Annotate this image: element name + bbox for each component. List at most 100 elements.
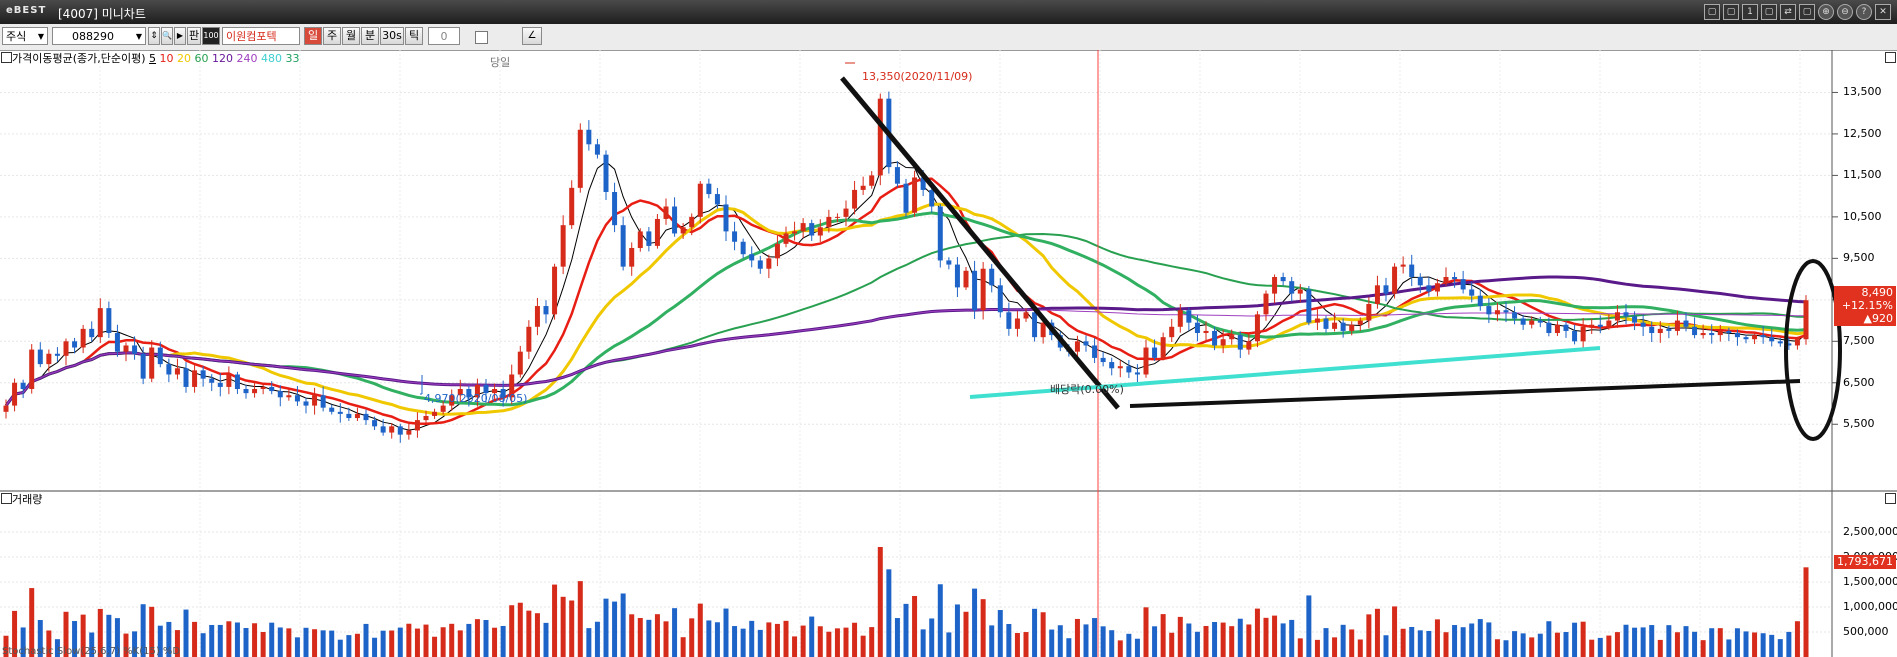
candle-body	[1366, 303, 1372, 321]
candle-body	[397, 426, 403, 435]
volume-bar	[843, 627, 849, 657]
candle-body	[714, 194, 720, 205]
candle-body	[389, 426, 395, 433]
zoom-out-icon[interactable]: ⊖	[1837, 4, 1853, 20]
volume-bar	[603, 598, 609, 657]
volume-bar	[1177, 616, 1183, 657]
volume-bar	[1717, 628, 1723, 657]
candle-body	[1272, 277, 1278, 294]
volume-bar	[1057, 625, 1063, 657]
print-icon[interactable]: ▢	[1799, 4, 1815, 20]
volume-bar	[654, 614, 660, 657]
volume-bar	[1083, 624, 1089, 657]
volume-bar	[869, 627, 875, 657]
stock-code-input[interactable]: 088290 ▼	[52, 27, 146, 45]
candle-body	[1443, 277, 1449, 284]
volume-bar	[989, 625, 995, 657]
change-amount: ▲920	[1863, 312, 1893, 325]
ma-period-480[interactable]: 480	[257, 52, 283, 65]
candle-body	[260, 386, 266, 390]
candle-body	[1580, 326, 1586, 342]
volume-bar	[526, 610, 532, 657]
volume-bar	[1383, 635, 1389, 657]
ma-period-10[interactable]: 10	[156, 52, 174, 65]
one-icon[interactable]: 1	[1742, 4, 1758, 20]
help-icon[interactable]: ?	[1856, 4, 1872, 20]
volume-bar	[440, 627, 446, 657]
search-icon[interactable]: 🔍	[161, 27, 173, 45]
volume-bar	[1246, 624, 1252, 657]
volume-bar	[586, 628, 592, 657]
volume-bar	[72, 621, 78, 657]
close-icon[interactable]: ✕	[1875, 4, 1891, 20]
ma-period-5[interactable]: 5	[149, 52, 157, 65]
candle-body	[1246, 341, 1252, 350]
play-icon[interactable]: ▶	[174, 27, 186, 45]
draw-tool-icon[interactable]: ∠	[522, 27, 542, 45]
volume-bar	[1572, 622, 1578, 657]
candle-body	[1177, 310, 1183, 327]
ma-panel-icon[interactable]	[1, 52, 12, 63]
candle-body	[1014, 318, 1020, 329]
volume-bar	[1297, 638, 1303, 657]
period-day-button[interactable]: 일	[304, 27, 322, 45]
candle-body	[946, 260, 952, 265]
candle-body	[1280, 277, 1286, 282]
candle-body	[749, 254, 755, 261]
restore-icon[interactable]: ▢	[1704, 4, 1720, 20]
candle-body	[552, 266, 558, 315]
ma-period-33[interactable]: 33	[282, 52, 300, 65]
interval-input[interactable]: 0	[428, 27, 460, 45]
volume-panel-settings-icon[interactable]	[1885, 493, 1896, 504]
candle-body	[1374, 285, 1380, 304]
price-panel-settings-icon[interactable]	[1885, 52, 1896, 63]
candle-body	[697, 183, 703, 217]
period-minute-button[interactable]: 분	[361, 27, 379, 45]
period-month-button[interactable]: 월	[342, 27, 360, 45]
volume-bar	[269, 622, 275, 657]
tile-icon[interactable]: ▢	[1723, 4, 1739, 20]
ma-period-240[interactable]: 240	[233, 52, 258, 65]
updown-icon[interactable]: ⇕	[148, 27, 160, 45]
volume-bar	[1666, 625, 1672, 657]
volume-bar	[766, 622, 772, 657]
period-tick-button[interactable]: 틱	[405, 27, 423, 45]
candle-body	[594, 144, 600, 155]
volume-bar	[1546, 621, 1552, 657]
volume-bar	[1117, 640, 1123, 657]
volume-bar	[286, 628, 292, 657]
ma-period-20[interactable]: 20	[173, 52, 192, 65]
volume-bar	[1023, 632, 1029, 657]
period-30s-button[interactable]: 30s	[380, 27, 404, 45]
volume-bar	[1443, 632, 1449, 657]
volume-bar	[920, 629, 926, 657]
count-button[interactable]: 100	[202, 27, 220, 45]
volume-bar	[1066, 638, 1072, 657]
mode-button[interactable]: 판	[187, 27, 201, 45]
swap-icon[interactable]: ⇄	[1780, 4, 1796, 20]
candle-body	[1606, 320, 1612, 327]
market-select[interactable]: 주식 ▼	[2, 27, 48, 45]
candle-body	[560, 225, 566, 267]
volume-bar	[1032, 608, 1038, 657]
zoom-in-icon[interactable]: ⊕	[1818, 4, 1834, 20]
candle-body	[354, 413, 360, 419]
volume-bar	[663, 621, 669, 657]
volume-bar	[1203, 625, 1209, 657]
volume-bar	[1169, 632, 1175, 657]
ma-period-60[interactable]: 60	[191, 52, 209, 65]
volume-bar	[1520, 633, 1526, 657]
candle-body	[277, 391, 283, 398]
period-week-button[interactable]: 주	[323, 27, 341, 45]
volume-bar	[474, 619, 480, 657]
volume-bar	[1632, 627, 1638, 657]
volume-bar	[1606, 635, 1612, 657]
same-day-checkbox[interactable]	[475, 31, 488, 44]
ma-period-120[interactable]: 120	[208, 52, 234, 65]
candle-body	[1494, 310, 1500, 315]
volume-panel-icon[interactable]	[1, 493, 12, 504]
chart-area	[0, 50, 1897, 657]
layout-icon[interactable]: ▢	[1761, 4, 1777, 20]
candle-body	[1340, 322, 1346, 331]
volume-bar	[1426, 630, 1432, 657]
